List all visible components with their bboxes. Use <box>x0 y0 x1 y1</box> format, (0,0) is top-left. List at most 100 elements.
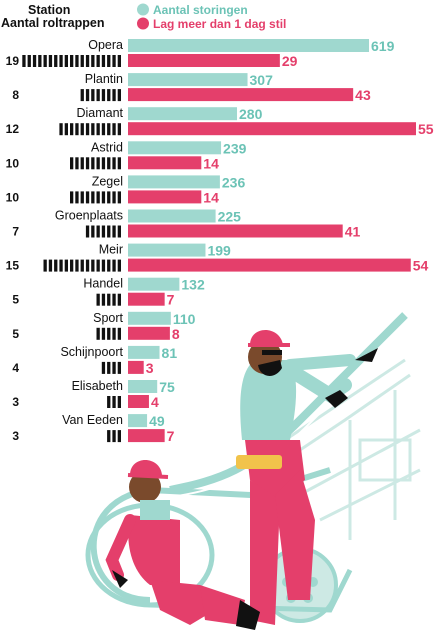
escalator-tick <box>85 89 90 102</box>
station-label: Groenplaats <box>55 209 123 223</box>
escalator-tick <box>80 191 84 204</box>
bar-storingen <box>128 414 148 428</box>
escalator-tick <box>91 89 95 102</box>
escalator-tick <box>91 123 95 136</box>
legend-series-b: Lag meer dan 1 dag stil <box>153 17 286 31</box>
escalator-tick <box>91 191 95 204</box>
escalator-tick <box>80 157 84 170</box>
escalator-tick <box>85 191 90 204</box>
escalator-tick <box>96 293 100 306</box>
escalator-tick <box>75 55 79 67</box>
escalator-tick <box>70 191 74 204</box>
bar-storingen <box>128 345 160 359</box>
escalator-tick <box>91 157 95 170</box>
escalator-workers-illustration-icon <box>85 312 421 630</box>
escalator-tick <box>107 55 111 67</box>
escalator-tick <box>43 259 47 272</box>
escalator-tick <box>117 157 121 170</box>
escalator-tick <box>27 55 31 67</box>
escalator-tick <box>117 361 121 374</box>
legend-station-label: Station <box>28 3 70 17</box>
value-label-stil: 41 <box>345 224 361 240</box>
bar-stil <box>128 258 411 272</box>
escalator-tick <box>85 259 90 272</box>
bar-storingen <box>128 175 220 189</box>
escalator-tick <box>48 259 53 272</box>
escalator-tick <box>107 157 111 170</box>
escalator-tick <box>32 55 37 67</box>
escalator-tick <box>22 55 26 67</box>
value-label-stil: 14 <box>203 189 219 205</box>
escalator-tick <box>107 361 111 374</box>
escalator-tick <box>112 55 116 67</box>
value-label-storingen: 239 <box>223 140 247 156</box>
escalator-tick <box>101 259 106 272</box>
value-label-storingen: 280 <box>239 106 263 122</box>
escalator-tick <box>117 89 121 102</box>
escalator-tick <box>91 259 95 272</box>
station-label: Van Eeden <box>62 413 123 427</box>
escalator-tick <box>112 89 116 102</box>
station-label: Handel <box>83 277 123 291</box>
station-label: Diamant <box>76 106 123 120</box>
bar-stil <box>128 224 343 238</box>
escalator-tick <box>91 55 95 67</box>
escalator-tick <box>112 293 116 306</box>
escalator-count: 7 <box>12 225 19 239</box>
escalator-tick <box>70 157 74 170</box>
legend-swatch-storingen <box>137 3 149 16</box>
escalator-tick <box>54 259 58 272</box>
value-label-stil: 8 <box>172 326 180 342</box>
value-label-storingen: 199 <box>207 243 231 259</box>
escalator-tick <box>48 55 53 67</box>
bar-stil <box>128 88 354 102</box>
escalator-count: 10 <box>6 156 20 170</box>
bar-storingen <box>128 380 158 393</box>
bar-storingen <box>128 73 248 87</box>
escalator-count: 8 <box>12 88 19 102</box>
bar-storingen <box>128 39 369 52</box>
escalator-tick <box>107 293 111 306</box>
value-label-stil: 55 <box>418 121 434 137</box>
escalator-tick <box>75 259 79 272</box>
escalator-tick <box>101 191 106 204</box>
escalator-tick <box>85 157 90 170</box>
escalator-tick <box>112 123 116 136</box>
value-label-storingen: 75 <box>159 379 175 395</box>
escalator-tick <box>96 123 100 136</box>
escalator-tick <box>43 55 47 67</box>
escalator-tick <box>107 430 111 443</box>
bar-stil <box>128 156 202 170</box>
value-label-stil: 14 <box>203 155 219 171</box>
value-label-storingen: 236 <box>222 174 246 190</box>
escalator-tick <box>96 327 100 340</box>
escalator-tick <box>117 123 121 136</box>
escalator-tick <box>117 259 121 272</box>
value-label-storingen: 132 <box>181 277 205 293</box>
escalator-tick <box>96 157 100 170</box>
value-label-storingen: 307 <box>250 72 274 88</box>
escalator-tick <box>101 55 106 67</box>
escalator-count: 5 <box>12 293 19 307</box>
escalator-count: 19 <box>6 54 20 68</box>
escalator-tick <box>112 157 116 170</box>
station-label: Plantin <box>85 72 123 86</box>
bar-stil <box>128 122 416 136</box>
escalator-tick <box>101 327 106 340</box>
bars-group: Opera1961929Plantin830743Diamant1228055A… <box>6 38 434 444</box>
escalator-count: 15 <box>6 259 20 273</box>
escalator-tick <box>85 55 90 67</box>
bar-storingen <box>128 243 206 257</box>
escalator-count: 5 <box>12 327 19 341</box>
station-label: Meir <box>99 243 123 257</box>
escalator-tick <box>107 259 111 272</box>
escalator-count: 3 <box>12 395 19 409</box>
escalator-tick <box>112 361 116 374</box>
value-label-stil: 43 <box>355 87 371 103</box>
escalator-tick <box>107 191 111 204</box>
escalator-tick <box>112 396 116 408</box>
station-label: Opera <box>88 38 123 52</box>
escalator-tick <box>80 55 84 67</box>
bar-storingen <box>128 311 171 325</box>
